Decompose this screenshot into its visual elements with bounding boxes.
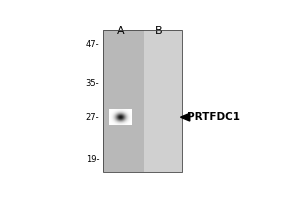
Text: 27-: 27- [85,113,99,122]
Bar [144,30,182,172]
Polygon shape [181,113,190,121]
Text: 19-: 19- [85,155,99,164]
Bar [103,30,144,172]
Text: 35-: 35- [85,79,99,88]
Text: A: A [117,26,125,36]
Text: 47-: 47- [85,40,99,49]
Bar [103,30,182,172]
Text: PRTFDC1: PRTFDC1 [188,112,241,122]
Text: B: B [154,26,162,36]
